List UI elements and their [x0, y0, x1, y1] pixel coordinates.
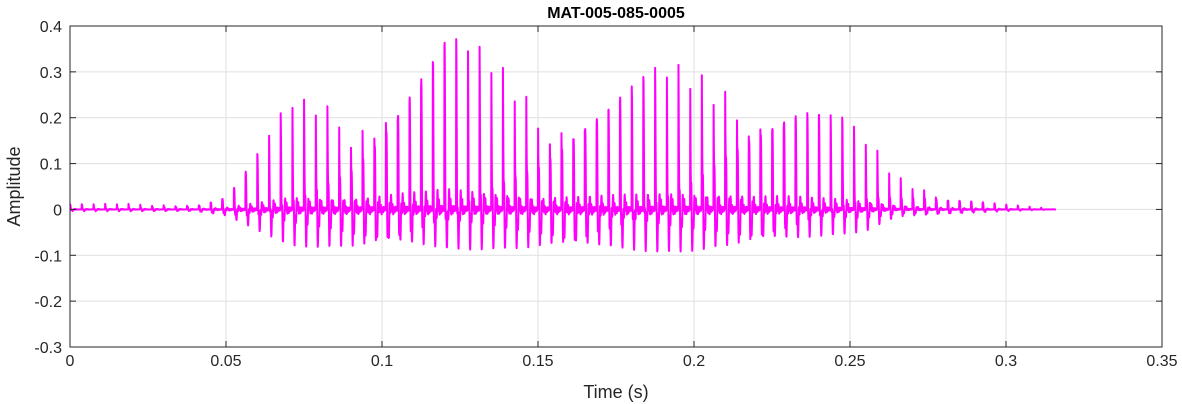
- y-tick-label: 0.1: [40, 157, 62, 174]
- x-axis-label: Time (s): [583, 382, 648, 402]
- series-line: [69, 38, 1057, 253]
- x-tick-label: 0: [66, 353, 75, 370]
- chart-title: MAT-005-085-0005: [547, 5, 685, 22]
- x-tick-label: 0.2: [683, 353, 705, 370]
- y-tick-label: -0.2: [34, 294, 62, 311]
- x-tick-label: 0.05: [210, 353, 241, 370]
- ticks: 0 0.05 0.1 0.15 0.2 0.25 0.3 0.35 -0.3 -0.2 -0.1 0 0…: [34, 19, 1177, 370]
- y-tick-label: -0.1: [34, 248, 62, 265]
- x-tick-label: 0.15: [522, 353, 553, 370]
- x-tick-label: 0.3: [995, 353, 1017, 370]
- y-tick-label: 0.2: [40, 111, 62, 128]
- axes-box: [69, 25, 1163, 348]
- x-tick-label: 0.1: [371, 353, 393, 370]
- x-tick-label: 0.35: [1146, 353, 1177, 370]
- y-axis-label: Amplitude: [4, 146, 24, 226]
- y-tick-label: 0.3: [40, 65, 62, 82]
- x-tick-label: 0.25: [834, 353, 865, 370]
- y-tick-label: -0.3: [34, 340, 62, 357]
- plot-area: [69, 38, 1057, 253]
- y-tick-label: 0.4: [40, 19, 62, 36]
- y-tick-label: 0: [53, 202, 62, 219]
